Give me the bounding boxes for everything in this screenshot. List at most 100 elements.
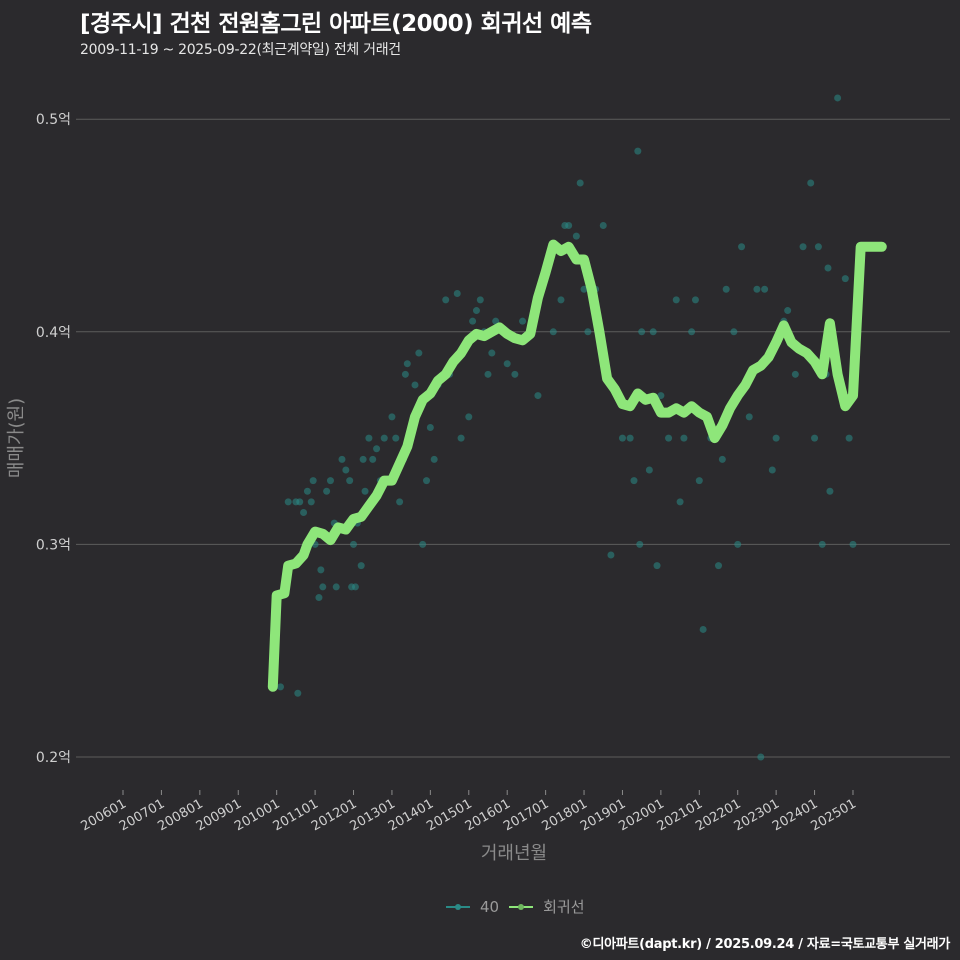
scatter-point <box>665 434 673 442</box>
y-axis-label: 매매가(원) <box>6 398 27 478</box>
scatter-point <box>757 753 765 761</box>
scatter-points <box>277 94 884 761</box>
scatter-point <box>618 434 626 442</box>
scatter-point <box>488 349 496 357</box>
scatter-point <box>824 264 832 272</box>
legend-label: 회귀선 <box>543 898 585 916</box>
scatter-point <box>738 243 746 251</box>
scatter-point <box>636 540 644 548</box>
scatter-point <box>326 477 334 485</box>
scatter-point <box>811 434 819 442</box>
scatter-point <box>423 477 431 485</box>
y-tick-label: 0.2억 <box>36 750 71 766</box>
scatter-point <box>457 434 465 442</box>
y-tick-label: 0.4억 <box>36 325 71 341</box>
legend-dot-icon <box>446 902 470 912</box>
scatter-point <box>715 562 723 570</box>
x-axis-label: 거래년월 <box>481 843 547 864</box>
scatter-point <box>519 317 527 325</box>
scatter-point <box>476 296 484 304</box>
scatter-point <box>768 466 776 474</box>
scatter-point <box>309 477 317 485</box>
legend-item-40: 40 <box>446 898 499 916</box>
y-tick-label: 0.3억 <box>36 537 71 553</box>
scatter-point <box>373 445 381 453</box>
scatter-point <box>346 477 354 485</box>
chart-title: [경주시] 건천 전원홈그린 아파트(2000) 회귀선 예측 <box>80 11 592 37</box>
legend: 40 회귀선 <box>446 896 585 917</box>
scatter-point <box>277 683 285 691</box>
scatter-point <box>430 455 438 463</box>
scatter-point <box>784 307 792 315</box>
scatter-point <box>826 487 834 495</box>
scatter-point <box>419 540 427 548</box>
scatter-point <box>557 296 565 304</box>
scatter-point <box>653 562 661 570</box>
scatter-point <box>411 381 419 389</box>
scatter-point <box>453 290 461 298</box>
y-tick-label: 0.5억 <box>36 112 71 128</box>
scatter-point <box>676 498 684 506</box>
scatter-point <box>799 243 807 251</box>
scatter-point <box>580 285 588 293</box>
scatter-point <box>380 434 388 442</box>
grid-lines <box>76 118 950 758</box>
scatter-point <box>484 370 492 378</box>
scatter-point <box>294 689 302 697</box>
scatter-point <box>572 232 580 240</box>
scatter-point <box>841 275 849 283</box>
scatter-point <box>638 328 646 336</box>
scatter-point <box>576 179 584 187</box>
scatter-point <box>549 328 557 336</box>
scatter-point <box>649 328 657 336</box>
scatter-point <box>296 498 304 506</box>
scatter-point <box>307 498 315 506</box>
scatter-point <box>695 477 703 485</box>
scatter-point <box>672 296 680 304</box>
scatter-point <box>492 317 500 325</box>
scatter-point <box>469 317 477 325</box>
scatter-point <box>849 540 857 548</box>
scatter-point <box>834 94 842 102</box>
x-axis-ticks: 2006012007012008012009012010012011012012… <box>79 790 859 834</box>
scatter-point <box>534 392 542 400</box>
scatter-point <box>634 147 642 155</box>
scatter-point <box>722 285 730 293</box>
scatter-point <box>365 434 373 442</box>
scatter-point <box>691 296 699 304</box>
scatter-point <box>753 285 761 293</box>
scatter-point <box>303 487 311 495</box>
scatter-point <box>401 370 409 378</box>
scatter-point <box>338 455 346 463</box>
regression-line <box>267 239 887 692</box>
scatter-point <box>630 477 638 485</box>
scatter-point <box>657 392 665 400</box>
scatter-point <box>388 413 396 421</box>
scatter-point <box>626 434 634 442</box>
scatter-point <box>607 551 615 559</box>
legend-item-regression: 회귀선 <box>509 896 585 917</box>
legend-label: 40 <box>480 897 500 916</box>
scatter-point <box>357 562 365 570</box>
scatter-point <box>351 583 359 591</box>
scatter-point <box>814 243 822 251</box>
scatter-point <box>688 328 696 336</box>
scatter-point <box>730 328 738 336</box>
scatter-point <box>511 370 519 378</box>
chart-subtitle: 2009-11-19 ~ 2025-09-22(최근계약일) 전체 거래건 <box>80 42 401 58</box>
scatter-point <box>426 423 434 431</box>
scatter-point <box>359 455 367 463</box>
scatter-point <box>845 434 853 442</box>
scatter-point <box>319 583 327 591</box>
scatter-point <box>718 455 726 463</box>
scatter-point <box>465 413 473 421</box>
scatter-point <box>392 434 400 442</box>
legend-line-icon <box>509 902 534 912</box>
scatter-point <box>323 487 331 495</box>
scatter-point <box>818 540 826 548</box>
scatter-point <box>472 307 480 315</box>
scatter-point <box>734 540 742 548</box>
regression-polyline <box>267 239 887 692</box>
scatter-point <box>350 540 358 548</box>
scatter-point <box>565 222 573 229</box>
